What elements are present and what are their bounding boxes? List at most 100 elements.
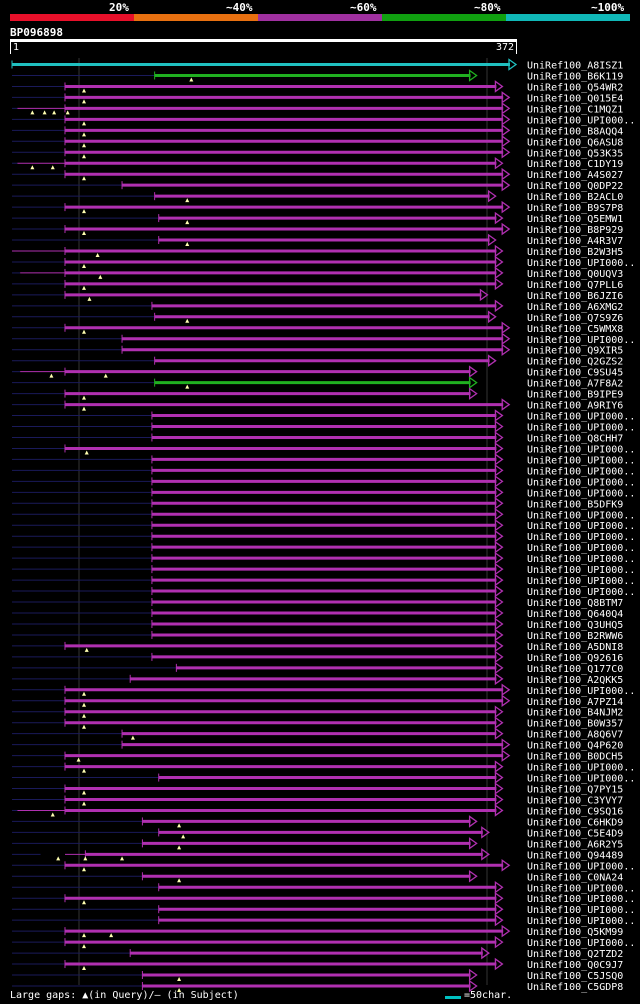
legend-segment bbox=[134, 14, 258, 21]
hit-arrowhead bbox=[494, 913, 504, 927]
query-gap-marker bbox=[82, 329, 86, 334]
hit-label: UniRef100_C9SQ16 bbox=[527, 806, 623, 817]
hit-label: UniRef100_UPI000.. bbox=[527, 763, 635, 774]
query-gap-marker bbox=[82, 263, 86, 268]
hit-label: UniRef100_A7F8A2 bbox=[527, 379, 623, 390]
query-gap-marker bbox=[82, 702, 86, 707]
hit-label: UniRef100_Q0C9J7 bbox=[527, 960, 623, 971]
query-gap-marker bbox=[189, 77, 194, 82]
query-gap-marker bbox=[82, 176, 86, 181]
hit-label: UniRef100_Q2TZD2 bbox=[527, 949, 623, 960]
hit-arrowhead bbox=[494, 705, 504, 718]
hit-arrowhead bbox=[494, 277, 504, 291]
hit-label: UniRef100_C1DY19 bbox=[527, 159, 623, 170]
hit-arrowhead bbox=[468, 69, 478, 82]
hit-arrowhead bbox=[494, 793, 504, 806]
hit-label: UniRef100_B6K119 bbox=[527, 71, 623, 82]
hit-arrowhead bbox=[494, 255, 504, 269]
hit-arrowhead bbox=[494, 716, 504, 729]
hit-label: UniRef100_Q9XIR5 bbox=[527, 346, 623, 357]
query-gap-marker bbox=[82, 88, 86, 93]
legend-label: 20% bbox=[109, 1, 129, 14]
hit-arrowhead bbox=[501, 398, 511, 411]
hit-arrowhead bbox=[501, 694, 511, 708]
hit-arrowhead bbox=[501, 332, 511, 346]
hit-arrowhead bbox=[494, 804, 504, 817]
hit-label: UniRef100_A7PZ14 bbox=[527, 697, 623, 708]
query-gap-marker bbox=[177, 977, 182, 982]
hit-arrowhead bbox=[501, 321, 511, 335]
query-gap-marker bbox=[82, 154, 86, 159]
hit-arrowhead bbox=[487, 233, 497, 247]
hit-arrowhead bbox=[494, 727, 504, 740]
query-gap-marker bbox=[82, 724, 86, 729]
hit-arrowhead bbox=[501, 178, 511, 192]
hit-arrowhead bbox=[501, 102, 511, 115]
hit-label: UniRef100_Q53K35 bbox=[527, 148, 623, 159]
hit-label: UniRef100_A8ISZ1 bbox=[527, 61, 623, 72]
query-gap-marker bbox=[185, 220, 190, 225]
hit-label: UniRef100_A9RIY6 bbox=[527, 401, 623, 412]
hit-arrowhead bbox=[501, 167, 511, 181]
hit-label: UniRef100_C5GDP8 bbox=[527, 982, 623, 993]
hit-label: UniRef100_Q7S9Z6 bbox=[527, 313, 623, 324]
hit-arrowhead bbox=[494, 518, 504, 532]
query-gap-marker bbox=[98, 274, 103, 279]
hit-arrowhead bbox=[487, 354, 497, 367]
hit-arrowhead bbox=[468, 387, 478, 400]
hit-arrowhead bbox=[494, 299, 504, 313]
hit-label: UniRef100_Q94489 bbox=[527, 850, 623, 861]
query-gap-marker bbox=[82, 801, 86, 806]
query-gap-marker bbox=[82, 121, 86, 126]
query-gap-marker bbox=[177, 987, 182, 992]
hit-label: UniRef100_Q7PY15 bbox=[527, 785, 623, 796]
ruler-start-tick bbox=[10, 42, 11, 54]
hit-arrowhead bbox=[481, 826, 490, 839]
query-gap-marker bbox=[42, 110, 47, 115]
query-gap-marker bbox=[95, 252, 100, 257]
hit-label: UniRef100_A2QKK5 bbox=[527, 675, 623, 686]
hit-arrowhead bbox=[468, 979, 478, 993]
hit-arrowhead bbox=[494, 957, 504, 971]
hit-arrowhead bbox=[494, 628, 504, 642]
hit-label: UniRef100_UPI000.. bbox=[527, 883, 635, 894]
hit-label: UniRef100_Q92616 bbox=[527, 653, 623, 664]
query-gap-marker bbox=[52, 110, 57, 115]
query-gap-marker bbox=[84, 647, 89, 652]
hit-arrowhead bbox=[501, 749, 511, 762]
hit-label: UniRef100_UPI000.. bbox=[527, 894, 635, 905]
hit-arrowhead bbox=[481, 848, 490, 861]
legend-label: ~40% bbox=[226, 1, 253, 14]
query-gap-marker bbox=[82, 691, 86, 696]
hit-arrowhead bbox=[494, 902, 504, 916]
query-gap-marker bbox=[177, 823, 182, 828]
hit-label: UniRef100_UPI000.. bbox=[527, 510, 635, 521]
query-gap-marker bbox=[82, 143, 86, 148]
query-gap-marker bbox=[109, 933, 114, 938]
hit-label: UniRef100_Q8BTM7 bbox=[527, 598, 623, 609]
hit-arrowhead bbox=[494, 266, 504, 280]
hit-label: UniRef100_UPI000.. bbox=[527, 686, 635, 697]
query-gap-marker bbox=[185, 242, 190, 247]
hit-label: UniRef100_UPI000.. bbox=[527, 335, 635, 346]
query-gap-marker bbox=[82, 966, 86, 971]
hit-arrowhead bbox=[494, 211, 504, 225]
hit-label: UniRef100_UPI000.. bbox=[527, 521, 635, 532]
hit-label: UniRef100_A4R3V7 bbox=[527, 236, 623, 247]
ruler-end-label: 372 bbox=[496, 42, 515, 53]
hit-label: UniRef100_C9SU45 bbox=[527, 368, 623, 379]
hit-arrowhead bbox=[494, 420, 504, 433]
hit-label: UniRef100_UPI000.. bbox=[527, 423, 635, 434]
scale-bar bbox=[445, 996, 461, 999]
query-gap-marker bbox=[82, 406, 86, 411]
hit-arrowhead bbox=[494, 650, 504, 664]
legend-segment bbox=[382, 14, 506, 21]
hit-label: UniRef100_C1MQZ1 bbox=[527, 104, 623, 115]
hit-label: UniRef100_UPI000.. bbox=[527, 905, 635, 916]
hit-arrowhead bbox=[494, 782, 504, 795]
hit-label: UniRef100_A8Q6V7 bbox=[527, 730, 623, 741]
hit-label: UniRef100_Q640Q4 bbox=[527, 609, 623, 620]
hit-arrowhead bbox=[494, 486, 504, 499]
hit-label: UniRef100_Q6ASU8 bbox=[527, 137, 623, 148]
